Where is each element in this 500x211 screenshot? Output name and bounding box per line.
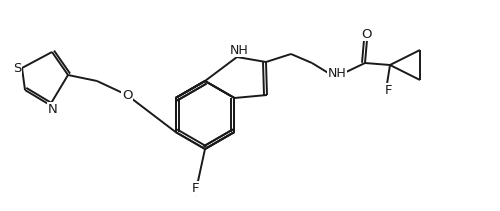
- Text: NH: NH: [230, 43, 248, 57]
- Text: F: F: [385, 84, 393, 96]
- Text: N: N: [48, 103, 58, 115]
- Text: S: S: [13, 61, 21, 74]
- Text: O: O: [122, 88, 132, 101]
- Text: F: F: [192, 181, 199, 195]
- Text: NH: NH: [328, 66, 346, 80]
- Text: O: O: [362, 27, 372, 41]
